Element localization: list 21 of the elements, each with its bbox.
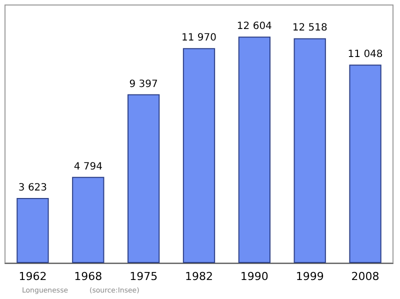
- bar: [238, 36, 271, 263]
- bar: [294, 38, 326, 263]
- data-label: 9 397: [129, 78, 158, 90]
- bar: [72, 176, 104, 263]
- x-tick-label: 1990: [240, 270, 268, 283]
- bar: [127, 94, 160, 263]
- data-label: 11 970: [182, 32, 216, 44]
- bar: [16, 198, 49, 263]
- data-label: 12 518: [292, 22, 328, 34]
- bar: [349, 64, 382, 263]
- x-tick-label: 1999: [296, 270, 324, 283]
- data-label: 11 048: [348, 49, 383, 60]
- x-tick-label: 1962: [18, 270, 47, 283]
- x-tick-label: 1982: [185, 270, 213, 283]
- x-tick-label: 1968: [74, 270, 102, 283]
- data-label: 4 794: [74, 161, 102, 172]
- x-tick-label: 1975: [130, 270, 158, 283]
- data-label: 12 604: [236, 21, 272, 32]
- data-label: 3 623: [18, 182, 48, 194]
- bar: [182, 48, 216, 263]
- x-tick-label: 2008: [351, 270, 380, 283]
